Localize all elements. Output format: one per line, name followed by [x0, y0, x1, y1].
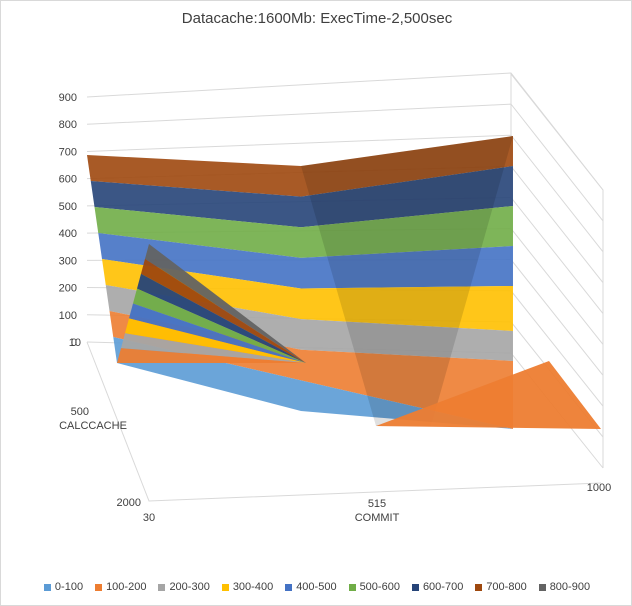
z-tick-label: 800 [59, 119, 77, 131]
legend-label: 600-700 [422, 581, 464, 593]
y-axis-title: CALCCACHE [59, 420, 127, 432]
surface-fan-band [141, 258, 306, 363]
surface-fan-band [145, 244, 306, 363]
z-tick-label: 300 [59, 255, 77, 267]
y-tick-label: 10 [69, 337, 81, 349]
z-tick-label: 500 [59, 201, 77, 213]
legend-swatch [475, 583, 483, 591]
legend-label: 300-400 [232, 581, 274, 593]
legend-swatch [411, 583, 419, 591]
y-tick-label: 2000 [117, 497, 141, 509]
surface-fan-band [137, 273, 306, 363]
z-tick-label: 600 [59, 174, 77, 186]
surface-fan-band [129, 303, 306, 363]
legend-swatch [538, 583, 546, 591]
legend-item: 300-400 [221, 581, 274, 593]
legend-swatch [348, 583, 356, 591]
legend-label: 500-600 [359, 581, 400, 593]
legend-item: 800-900 [538, 581, 591, 593]
legend-item: 200-300 [158, 581, 210, 593]
legend-label: 400-500 [296, 581, 337, 593]
x-axis-title: COMMIT [355, 512, 400, 524]
floor-outline [86, 341, 602, 502]
legend-item: 400-500 [285, 581, 337, 593]
surface-band [87, 136, 513, 197]
legend-label: 200-300 [169, 581, 210, 593]
surface-fan-band [117, 348, 306, 363]
z-tick-label: 100 [59, 310, 77, 322]
surface-band [94, 206, 513, 258]
surface-band [98, 233, 513, 289]
legend-label: 100-200 [106, 581, 147, 593]
legend-swatch [221, 583, 229, 591]
legend-item: 600-700 [411, 581, 464, 593]
z-tick-label: 900 [59, 92, 77, 104]
surface-band [102, 259, 513, 331]
x-tick-label: 30 [143, 512, 155, 524]
legend-swatch [95, 583, 103, 591]
legend-label: 800-900 [549, 581, 591, 593]
legend-swatch [158, 583, 166, 591]
z-tick-label: 400 [59, 228, 77, 240]
legend-swatch [285, 583, 293, 591]
legend-label: 700-800 [486, 581, 527, 593]
surface-band [90, 166, 513, 228]
y-tick-label: 500 [71, 406, 89, 418]
legend-item: 700-800 [475, 581, 527, 593]
x-tick-label: 1000 [587, 482, 611, 494]
z-tick-label: 200 [59, 283, 77, 295]
surface [87, 136, 601, 429]
surface-fan-band [121, 333, 306, 363]
legend-item: 500-600 [348, 581, 400, 593]
legend-item: 0-100 [43, 581, 84, 593]
surface-fan-band [133, 288, 306, 363]
legend-label: 0-100 [54, 581, 84, 593]
surface-shadow [301, 136, 513, 426]
z-tick-label: 0 [71, 337, 77, 349]
legend-swatch [43, 583, 51, 591]
legend: 0-100 100-200 200-300 300-400 400-500 500-600… [1, 579, 631, 595]
z-tick-label: 700 [59, 146, 77, 158]
chart-title: Datacache:1600Mb: ExecTime-2,500sec [181, 10, 453, 27]
legend-item: 100-200 [95, 581, 146, 593]
surface-front-band [376, 361, 601, 429]
surface-band [113, 337, 513, 429]
x-tick-label: 515 [368, 498, 386, 510]
surface-fan-band [125, 318, 306, 363]
